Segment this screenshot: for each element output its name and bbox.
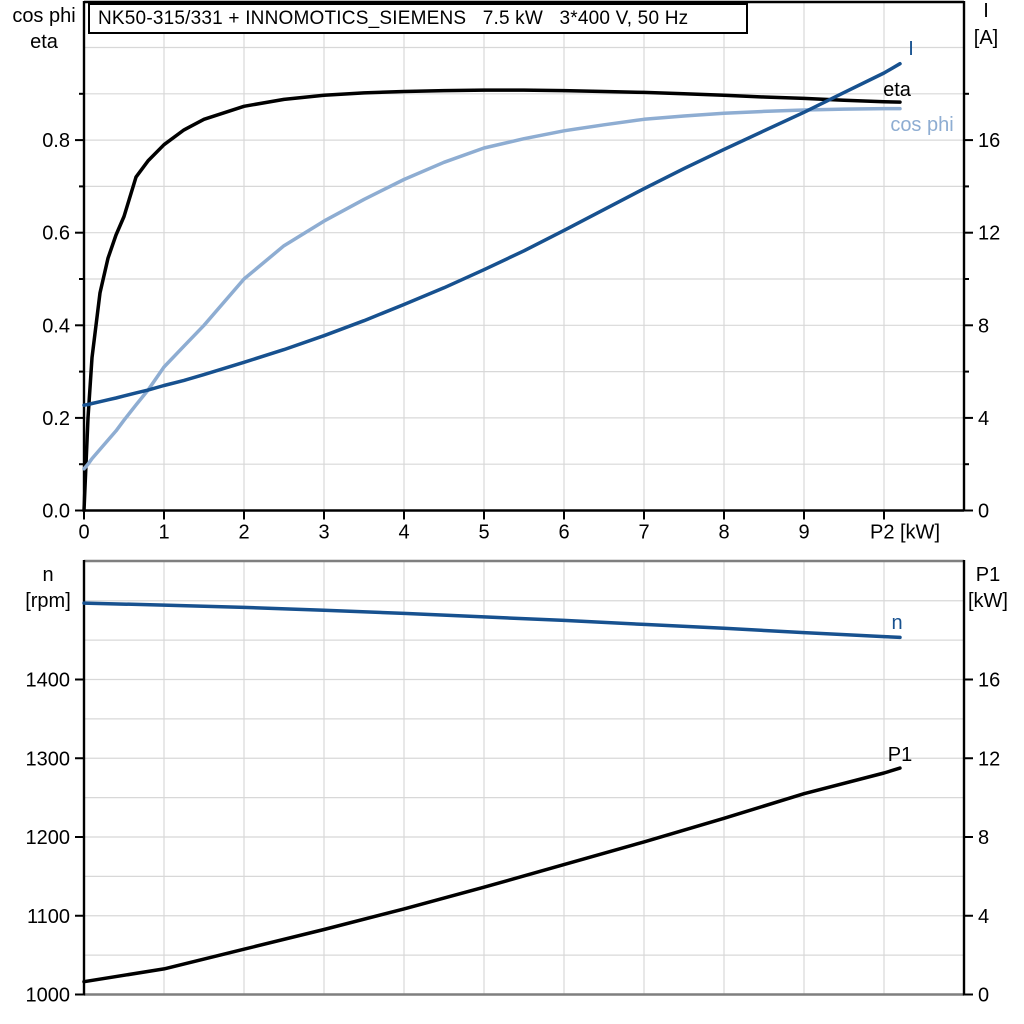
right-tick-label: 4 — [978, 906, 989, 928]
left-tick-label: 0.4 — [42, 315, 70, 337]
right-tick-label: 0 — [978, 985, 989, 1007]
x-tick-label: 2 — [238, 522, 249, 544]
right-tick-label: 8 — [978, 315, 989, 337]
series-cos-phi — [82, 106, 902, 471]
right-axis-title: [kW] — [968, 590, 1008, 612]
x-tick-label: 9 — [798, 522, 809, 544]
left-tick-label: 1300 — [26, 748, 71, 770]
left-axis-title: n — [42, 564, 53, 586]
x-tick-label: 6 — [558, 522, 569, 544]
x-tick-label: 4 — [398, 522, 409, 544]
x-tick-label: 8 — [718, 522, 729, 544]
right-tick-label: 12 — [978, 223, 1000, 245]
left-tick-label: 1200 — [26, 827, 71, 849]
right-tick-label: 12 — [978, 748, 1000, 770]
series-n — [82, 601, 902, 640]
x-tick-label: 5 — [478, 522, 489, 544]
left-tick-label: 1400 — [26, 670, 71, 692]
left-tick-label: 1100 — [27, 906, 70, 928]
curve-label-eta: eta — [883, 79, 912, 101]
left-tick-label: 0.2 — [42, 408, 70, 430]
series-eta — [82, 88, 902, 513]
left-axis-title: [rpm] — [25, 590, 71, 612]
curve-label-cos-phi: cos phi — [890, 114, 953, 136]
chart-title-box: NK50-315/331 + INNOMOTICS_SIEMENS 7.5 kW… — [88, 3, 748, 34]
right-axis-title: I — [983, 0, 989, 22]
left-tick-label: 1000 — [26, 985, 71, 1007]
right-axis-title: [A] — [974, 27, 998, 49]
curve-label-P1: P1 — [888, 744, 912, 766]
left-tick-label: 0.8 — [42, 130, 70, 152]
series-I — [82, 61, 902, 407]
curve-label-n: n — [891, 612, 902, 634]
right-axis-title: P1 — [976, 564, 1000, 586]
x-tick-label: 7 — [638, 522, 649, 544]
series-P1 — [82, 766, 902, 984]
x-tick-label: 1 — [158, 522, 169, 544]
x-tick-label: 3 — [318, 522, 329, 544]
right-tick-label: 0 — [978, 501, 989, 523]
curve-label-I: I — [908, 38, 914, 60]
right-tick-label: 16 — [978, 130, 1000, 152]
x-tick-label: 0 — [78, 522, 89, 544]
x-axis-label: P2 [kW] — [870, 522, 940, 544]
right-tick-label: 4 — [978, 408, 989, 430]
right-tick-label: 8 — [978, 827, 989, 849]
right-tick-label: 16 — [978, 670, 1000, 692]
left-axis-title: eta — [30, 31, 59, 53]
left-tick-label: 0.6 — [42, 223, 70, 245]
left-axis-title: cos phi — [12, 5, 75, 27]
left-tick-label: 0.0 — [42, 501, 70, 523]
